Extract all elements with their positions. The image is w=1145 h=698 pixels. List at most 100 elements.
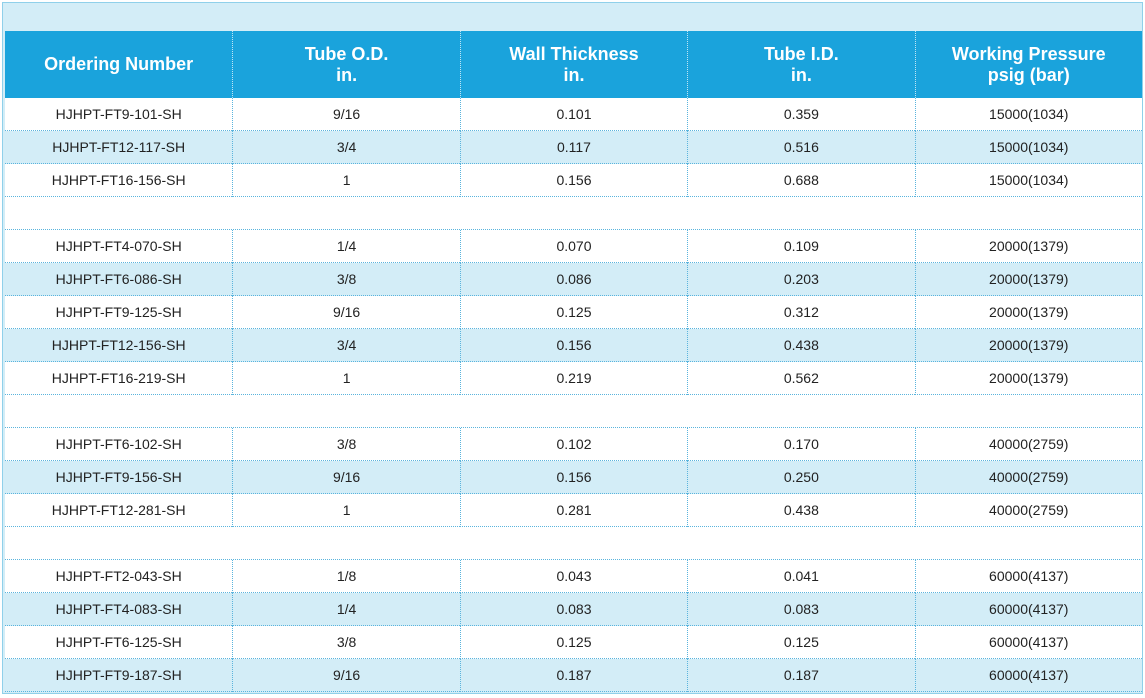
data-cell: 0.516 [687, 131, 915, 164]
data-cell: 0.117 [459, 131, 688, 164]
data-cell: 20000(1379) [914, 263, 1142, 296]
header-text: Ordering Number [44, 54, 194, 74]
data-cell: 0.083 [687, 593, 915, 626]
data-cell: 20000(1379) [914, 230, 1142, 263]
data-cell: 0.170 [687, 428, 915, 461]
data-cell: 15000(1034) [914, 131, 1142, 164]
data-cell: 3/8 [232, 263, 460, 296]
header-cell: Wall Thickness in. [459, 31, 687, 98]
data-cell: 40000(2759) [914, 494, 1142, 527]
data-cell: 9/16 [232, 98, 460, 131]
data-cell: 0.043 [459, 560, 688, 593]
header-cell: Tube I.D. in. [687, 31, 914, 98]
header-text: Working Pressure [951, 43, 1106, 64]
data-cell: 0.070 [459, 230, 688, 263]
data-cell: 3/4 [232, 131, 460, 164]
data-cell: 1 [232, 494, 460, 527]
data-cell: 0.281 [459, 494, 688, 527]
data-cell: HJHPT-FT4-070-SH [5, 230, 233, 263]
data-cell: HJHPT-FT6-086-SH [5, 263, 233, 296]
header-text: Tube I.D. [764, 43, 839, 64]
data-row: HJHPT-FT16-219-SH 1 0.219 0.562 20000(1379) [5, 362, 1142, 395]
data-row: HJHPT-FT4-083-SH 1/4 0.083 0.083 60000(4137) [5, 593, 1142, 626]
data-cell: 1/4 [232, 230, 460, 263]
data-cell: 0.156 [459, 329, 688, 362]
data-cell: 60000(4137) [914, 626, 1142, 659]
data-cell: 20000(1379) [914, 329, 1142, 362]
data-row: HJHPT-FT12-117-SH 3/4 0.117 0.516 15000(1034… [5, 131, 1142, 164]
header-cell: Working Pressure psig (bar) [914, 31, 1142, 98]
header-row: Ordering Number Tube O.D. in. Wall Thicknes… [5, 31, 1142, 98]
spacer-row [5, 527, 1142, 560]
data-cell: 0.125 [687, 626, 915, 659]
data-cell: 0.203 [687, 263, 915, 296]
data-cell: HJHPT-FT4-083-SH [5, 593, 233, 626]
data-cell: 60000(4137) [914, 659, 1142, 692]
data-cell: 0.125 [459, 296, 688, 329]
data-cell: 1/8 [232, 560, 460, 593]
data-cell: HJHPT-FT12-281-SH [5, 494, 233, 527]
data-row: HJHPT-FT12-156-SH 3/4 0.156 0.438 20000(1379… [5, 329, 1142, 362]
header-text: Wall Thickness [509, 43, 639, 64]
data-cell: 15000(1034) [914, 98, 1142, 131]
spacer-row [5, 395, 1142, 428]
data-cell: 0.438 [687, 494, 915, 527]
data-cell: 0.086 [459, 263, 688, 296]
data-row: HJHPT-FT16-156-SH 1 0.156 0.688 15000(1034) [5, 164, 1142, 197]
data-cell: 0.438 [687, 329, 915, 362]
data-cell: 0.125 [459, 626, 688, 659]
data-cell: 20000(1379) [914, 362, 1142, 395]
data-row: HJHPT-FT9-101-SH 9/16 0.101 0.359 15000(1034… [5, 98, 1142, 131]
data-cell: 1/4 [232, 593, 460, 626]
data-cell: 0.688 [687, 164, 915, 197]
data-cell: HJHPT-FT9-101-SH [5, 98, 233, 131]
data-cell: 0.083 [459, 593, 688, 626]
header-text: in. [336, 64, 358, 85]
data-cell: 3/8 [232, 626, 460, 659]
data-row: HJHPT-FT6-125-SH 3/8 0.125 0.125 60000(4137) [5, 626, 1142, 659]
data-cell: HJHPT-FT12-117-SH [5, 131, 233, 164]
data-cell: 40000(2759) [914, 461, 1142, 494]
data-row: HJHPT-FT12-281-SH 1 0.281 0.438 40000(2759) [5, 494, 1142, 527]
data-cell: 0.102 [459, 428, 688, 461]
header-text: psig (bar) [987, 64, 1070, 85]
data-cell: 60000(4137) [914, 560, 1142, 593]
data-cell: HJHPT-FT16-156-SH [5, 164, 233, 197]
data-cell: 0.101 [459, 98, 688, 131]
data-row: HJHPT-FT4-070-SH 1/4 0.070 0.109 20000(1379) [5, 230, 1142, 263]
data-cell: 1 [232, 362, 460, 395]
data-cell: 9/16 [232, 296, 460, 329]
header-cell: Ordering Number [5, 31, 232, 98]
data-cell: HJHPT-FT9-156-SH [5, 461, 233, 494]
data-cell: 0.187 [459, 659, 688, 692]
data-cell: 9/16 [232, 461, 460, 494]
spacer-row [5, 197, 1142, 230]
data-row: HJHPT-FT9-156-SH 9/16 0.156 0.250 40000(2759… [5, 461, 1142, 494]
data-cell: 0.219 [459, 362, 688, 395]
data-cell: HJHPT-FT12-156-SH [5, 329, 233, 362]
data-cell: 40000(2759) [914, 428, 1142, 461]
header-text: in. [790, 64, 812, 85]
data-cell: 3/8 [232, 428, 460, 461]
spec-table: Ordering Number Tube O.D. in. Wall Thicknes… [5, 31, 1142, 692]
data-row: HJHPT-FT2-043-SH 1/8 0.043 0.041 60000(4137) [5, 560, 1142, 593]
data-row: HJHPT-FT6-086-SH 3/8 0.086 0.203 20000(1379) [5, 263, 1142, 296]
data-cell: 20000(1379) [914, 296, 1142, 329]
data-cell: HJHPT-FT2-043-SH [5, 560, 233, 593]
data-cell: 0.250 [687, 461, 915, 494]
data-cell: 0.156 [459, 461, 688, 494]
data-cell: 60000(4137) [914, 593, 1142, 626]
data-cell: 0.312 [687, 296, 915, 329]
data-cell: 15000(1034) [914, 164, 1142, 197]
data-cell: 0.041 [687, 560, 915, 593]
data-cell: HJHPT-FT16-219-SH [5, 362, 233, 395]
header-text: Tube O.D. [304, 43, 389, 64]
data-cell: 0.359 [687, 98, 915, 131]
header-cell: Tube O.D. in. [232, 31, 459, 98]
data-cell: 0.109 [687, 230, 915, 263]
header-text: in. [563, 64, 585, 85]
data-cell: 0.156 [459, 164, 688, 197]
data-cell: 0.187 [687, 659, 915, 692]
